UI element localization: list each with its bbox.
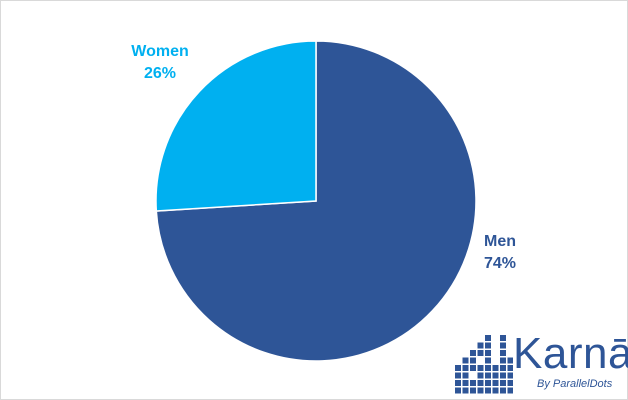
logo-grid-square — [470, 380, 476, 386]
logo-grid-square — [500, 335, 506, 341]
logo-grid-square — [485, 335, 491, 341]
logo-grid-square — [462, 365, 469, 371]
logo-grid-square — [477, 387, 484, 394]
logo-tagline: By ParallelDots — [537, 378, 613, 390]
logo-grid-square — [477, 350, 484, 356]
logo-grid-square — [485, 357, 491, 364]
logo-grid-square — [485, 387, 491, 394]
women-slice-label: Women 26% — [119, 41, 201, 85]
logo-grid-square — [492, 387, 499, 394]
logo-grid-square — [507, 380, 513, 386]
logo-grid-square — [477, 365, 484, 371]
logo-grid-square — [485, 365, 491, 371]
logo-wordmark: Karnā — [513, 329, 628, 378]
logo-grid-square — [507, 365, 513, 371]
logo-grid-square — [500, 380, 506, 386]
logo-grid-square — [462, 387, 469, 394]
men-label-name: Men — [484, 233, 516, 250]
logo-grid-square — [470, 387, 476, 394]
logo-grid-square — [485, 342, 491, 349]
logo-grid-square — [455, 380, 461, 386]
logo-grid-icon — [455, 335, 513, 394]
logo-grid-square — [485, 372, 491, 379]
logo-grid-square — [455, 365, 461, 371]
logo-grid-square — [492, 365, 499, 371]
men-label-value: 74% — [483, 255, 517, 272]
karna-logo: Karnā By ParallelDots — [453, 331, 628, 395]
logo-grid-square — [485, 380, 491, 386]
women-label-name: Women — [131, 43, 189, 60]
logo-grid-square — [500, 357, 506, 364]
logo-grid-square — [462, 357, 469, 364]
logo-grid-square — [507, 357, 513, 364]
logo-grid-square — [492, 372, 499, 379]
logo-grid-square — [492, 380, 499, 386]
logo-grid-square — [477, 372, 484, 379]
logo-grid-square — [470, 365, 476, 371]
logo-grid-square — [477, 380, 484, 386]
logo-grid-square — [500, 342, 506, 349]
logo-grid-square — [455, 372, 461, 379]
pie-slice-women — [155, 40, 317, 212]
logo-grid-square — [500, 387, 506, 394]
logo-grid-square — [470, 350, 476, 356]
logo-grid-square — [455, 387, 461, 394]
logo-grid-square — [485, 350, 491, 356]
logo-grid-square — [507, 387, 513, 394]
logo-grid-square — [507, 372, 513, 379]
logo-grid-square — [477, 342, 484, 349]
logo-grid-square — [500, 350, 506, 356]
logo-grid-square — [462, 380, 469, 386]
logo-grid-square — [500, 365, 506, 371]
logo-grid-square — [470, 357, 476, 364]
logo-grid-square — [462, 372, 469, 379]
men-slice-label: Men 74% — [467, 231, 533, 275]
logo-grid-square — [500, 372, 506, 379]
women-label-value: 26% — [143, 65, 177, 82]
